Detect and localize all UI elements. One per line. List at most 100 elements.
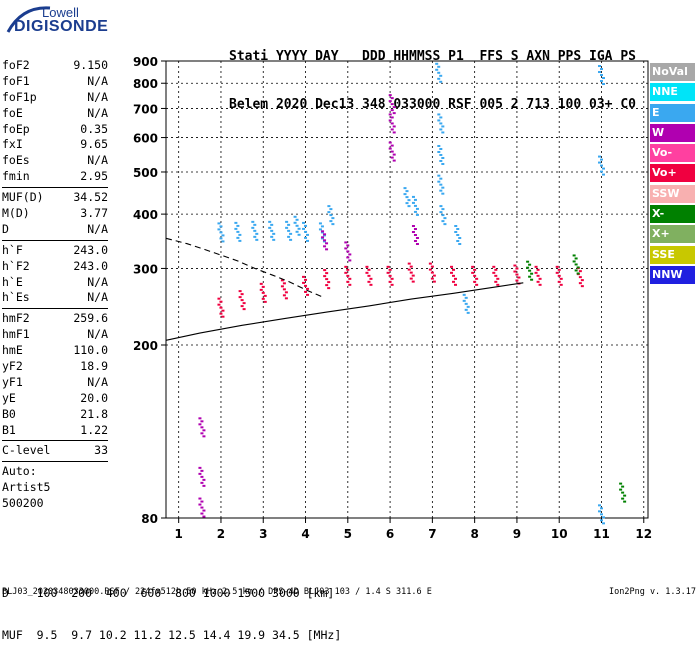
x-tick-label: 4 — [301, 527, 309, 541]
polarization-legend: NoVal NNE E W Vo- Vo+ SSW X- X+ SSE NNW — [650, 63, 695, 286]
param-value: 34.52 — [73, 190, 108, 205]
file-info-footer: BLJ03_2020348033000.RSF / 224fx512h 50 k… — [2, 587, 432, 597]
param-row: h`F 243.0 — [2, 243, 108, 259]
param-row: C-level 33 — [2, 443, 108, 459]
echo-point — [270, 229, 274, 232]
echo-point — [323, 239, 327, 242]
echo-point — [528, 263, 532, 266]
param-row: foF1 N/A — [2, 74, 108, 90]
echo-point — [454, 283, 458, 286]
param-value: N/A — [87, 89, 108, 104]
echo-point — [390, 103, 394, 106]
echo-point — [407, 205, 411, 208]
echo-point — [325, 278, 329, 281]
echo-point — [515, 273, 519, 276]
echo-point — [321, 230, 325, 233]
echo-point — [441, 162, 445, 165]
echo-point — [261, 291, 265, 294]
echo-point — [599, 80, 603, 83]
echo-point — [219, 225, 223, 228]
echo-point — [597, 65, 601, 68]
echo-point — [439, 183, 443, 186]
echo-point — [200, 469, 204, 472]
param-row: M(D) 3.77 — [2, 206, 108, 222]
echo-point — [272, 232, 276, 235]
param-value: N/A — [87, 73, 108, 88]
param-name: yF1 — [2, 374, 23, 389]
echo-point — [285, 226, 289, 229]
echo-point — [369, 277, 373, 280]
param-value: N/A — [87, 274, 108, 289]
echo-point — [221, 234, 225, 237]
echo-point — [202, 509, 206, 512]
echo-point — [386, 271, 390, 274]
echo-point — [413, 234, 417, 237]
echo-point — [458, 237, 462, 240]
echo-point — [413, 210, 417, 213]
echo-point — [217, 303, 221, 306]
echo-point — [403, 193, 407, 196]
echo-point — [439, 189, 443, 192]
y-tick-label: 600 — [133, 132, 158, 146]
echo-point — [289, 238, 293, 241]
echo-point — [253, 223, 257, 226]
param-name: foEs — [2, 153, 30, 168]
echo-point — [405, 190, 409, 193]
echo-point — [517, 276, 521, 279]
legend-item: X- — [650, 205, 695, 224]
echo-point — [435, 62, 439, 65]
echo-point — [327, 211, 331, 214]
echo-point — [304, 290, 308, 293]
echo-point — [348, 253, 352, 256]
echo-point — [599, 68, 603, 71]
echo-point — [405, 196, 409, 199]
echo-point — [409, 277, 413, 280]
echo-point — [526, 260, 530, 263]
echo-point — [578, 276, 582, 279]
echo-point — [346, 256, 350, 259]
echo-point — [452, 274, 456, 277]
echo-point — [388, 147, 392, 150]
echo-point — [390, 122, 394, 125]
echo-point — [253, 229, 257, 232]
echo-point — [365, 271, 369, 274]
echo-point — [441, 220, 445, 223]
echo-point — [282, 282, 286, 285]
param-value: 0.35 — [80, 121, 108, 136]
echo-point — [601, 173, 605, 176]
echo-point — [329, 220, 333, 223]
station-header: Stati YYYY DAY DDD HHMMSS P1 FFS S AXN P… — [229, 17, 636, 129]
echo-point — [346, 250, 350, 253]
distance-muf-table: D 100 200 400 600 800 1000 1500 3000 [km… — [2, 558, 341, 656]
echo-point — [253, 235, 257, 238]
echo-point — [287, 235, 291, 238]
param-name: yF2 — [2, 359, 23, 374]
echo-point — [450, 271, 454, 274]
echo-point — [462, 293, 466, 296]
echo-point — [367, 280, 371, 283]
echo-point — [456, 240, 460, 243]
param-row: foEp 0.35 — [2, 122, 108, 138]
echo-point — [344, 247, 348, 250]
echo-point — [411, 280, 415, 283]
y-tick-label: 300 — [133, 262, 158, 276]
echo-point — [515, 267, 519, 270]
echo-point — [513, 270, 517, 273]
echo-point — [475, 283, 479, 286]
param-value: 21.8 — [80, 406, 108, 421]
legend-item: SSE — [650, 245, 695, 264]
echo-point — [559, 283, 563, 286]
echo-point — [344, 271, 348, 274]
params-separator — [2, 308, 108, 310]
echo-point — [261, 297, 265, 300]
echo-point — [236, 230, 240, 233]
param-row: B1 1.22 — [2, 423, 108, 439]
param-row: foF2 9.150 — [2, 58, 108, 74]
echo-point — [238, 233, 242, 236]
param-note: Artist5 — [2, 480, 51, 495]
param-value: 18.9 — [80, 359, 108, 374]
echo-point — [415, 207, 419, 210]
echo-point — [346, 274, 350, 277]
echo-point — [456, 228, 460, 231]
x-tick-label: 5 — [344, 527, 352, 541]
